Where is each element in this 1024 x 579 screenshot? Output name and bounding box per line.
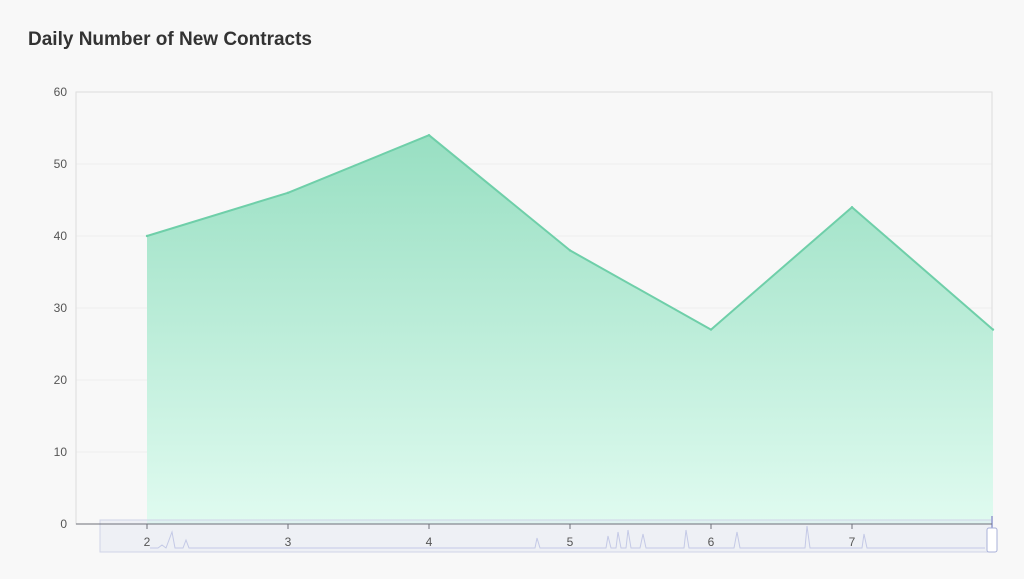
y-tick-label: 30 bbox=[54, 301, 68, 315]
chart-title: Daily Number of New Contracts bbox=[28, 29, 312, 50]
y-tick-label: 60 bbox=[54, 85, 68, 99]
zoom-slider-handle[interactable] bbox=[986, 527, 998, 553]
data-point bbox=[568, 249, 572, 252]
data-point bbox=[991, 328, 995, 331]
x-tick-label: 2 bbox=[144, 535, 151, 549]
y-tick-label: 0 bbox=[60, 517, 67, 531]
x-tick-label: 7 bbox=[849, 535, 856, 549]
x-tick-label: 3 bbox=[285, 535, 292, 549]
y-tick-label: 40 bbox=[54, 229, 68, 243]
x-axis: 2 3 4 5 6 7 bbox=[76, 523, 992, 549]
zoom-slider-track[interactable] bbox=[99, 519, 993, 553]
zoom-slider-preview bbox=[150, 525, 985, 549]
y-axis: 0 10 20 30 40 50 60 bbox=[54, 85, 68, 531]
y-tick-label: 20 bbox=[54, 373, 68, 387]
data-point bbox=[286, 191, 290, 194]
x-tick-label: 6 bbox=[708, 535, 715, 549]
y-tick-label: 50 bbox=[54, 157, 68, 171]
x-tick-label: 5 bbox=[567, 535, 574, 549]
data-point bbox=[709, 328, 713, 331]
zoom-slider[interactable] bbox=[99, 516, 998, 553]
y-tick-label: 10 bbox=[54, 445, 68, 459]
x-tick-label: 4 bbox=[426, 535, 433, 549]
data-point bbox=[850, 206, 854, 209]
data-point bbox=[145, 234, 149, 238]
series-area-fill bbox=[147, 135, 993, 524]
series-area bbox=[145, 134, 995, 524]
data-point bbox=[427, 134, 431, 137]
